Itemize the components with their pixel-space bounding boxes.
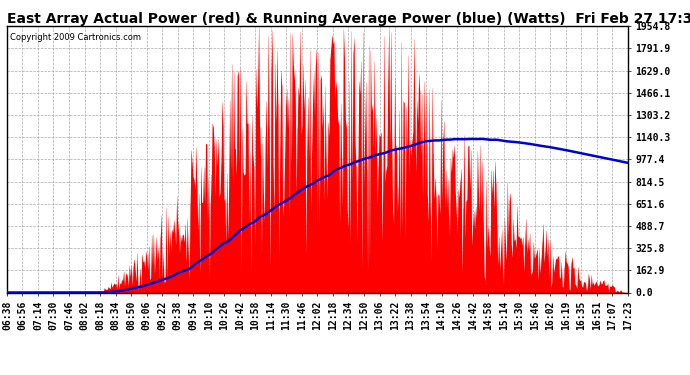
- Text: Copyright 2009 Cartronics.com: Copyright 2009 Cartronics.com: [10, 33, 141, 42]
- Text: East Array Actual Power (red) & Running Average Power (blue) (Watts)  Fri Feb 27: East Array Actual Power (red) & Running …: [7, 12, 690, 26]
